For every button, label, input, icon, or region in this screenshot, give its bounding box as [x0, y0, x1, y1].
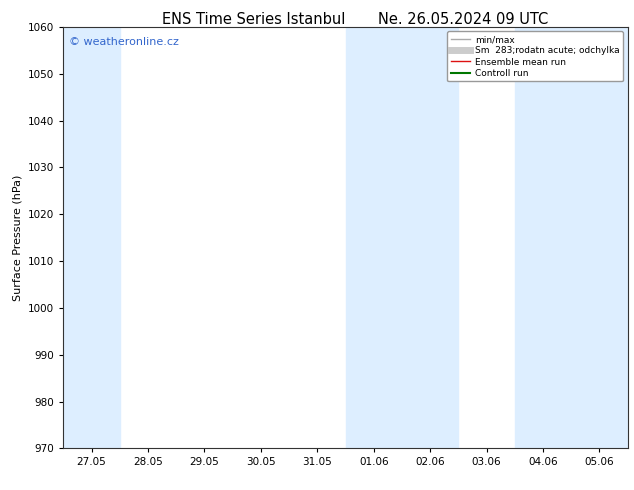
Bar: [515, 27, 628, 448]
Text: Ne. 26.05.2024 09 UTC: Ne. 26.05.2024 09 UTC: [378, 12, 548, 27]
Text: © weatheronline.cz: © weatheronline.cz: [69, 38, 179, 48]
Y-axis label: Surface Pressure (hPa): Surface Pressure (hPa): [13, 174, 23, 301]
Text: ENS Time Series Istanbul: ENS Time Series Istanbul: [162, 12, 346, 27]
Bar: [346, 27, 458, 448]
Bar: [63, 27, 120, 448]
Legend: min/max, Sm  283;rodatn acute; odchylka, Ensemble mean run, Controll run: min/max, Sm 283;rodatn acute; odchylka, …: [447, 31, 623, 81]
